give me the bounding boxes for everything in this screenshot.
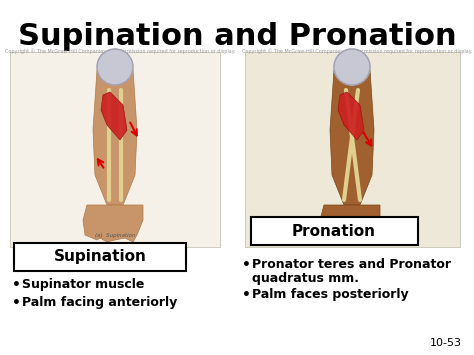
Text: •: •	[12, 278, 21, 292]
Text: •: •	[242, 288, 251, 302]
Polygon shape	[101, 92, 127, 140]
FancyBboxPatch shape	[14, 243, 186, 271]
Bar	[10, 52, 220, 247]
Circle shape	[334, 49, 370, 85]
Polygon shape	[93, 70, 137, 205]
Text: Palm faces posteriorly: Palm faces posteriorly	[252, 288, 409, 301]
Text: Pronation: Pronation	[292, 224, 376, 239]
Text: Palm facing anteriorly: Palm facing anteriorly	[22, 296, 177, 309]
Text: 10-53: 10-53	[430, 338, 462, 348]
Text: •: •	[242, 258, 251, 272]
Text: (b)  Pronation: (b) Pronation	[333, 233, 371, 238]
Polygon shape	[338, 92, 364, 140]
Text: Supinator muscle: Supinator muscle	[22, 278, 145, 291]
Polygon shape	[83, 205, 143, 242]
FancyBboxPatch shape	[251, 217, 418, 245]
Text: (a)  Supination: (a) Supination	[95, 233, 135, 238]
Text: Supination: Supination	[54, 250, 146, 264]
Text: Copyright © The McGraw-Hill Companies, Inc. Permission required for reproduction: Copyright © The McGraw-Hill Companies, I…	[5, 48, 236, 54]
Text: Pronator teres and Pronator: Pronator teres and Pronator	[252, 258, 451, 271]
Polygon shape	[330, 70, 374, 205]
Text: quadratus mm.: quadratus mm.	[252, 272, 359, 285]
Polygon shape	[320, 205, 380, 242]
Text: Copyright © The McGraw-Hill Companies, Inc. Permission required for reproduction: Copyright © The McGraw-Hill Companies, I…	[242, 48, 473, 54]
Text: Supination and Pronation: Supination and Pronation	[18, 22, 456, 51]
Text: •: •	[12, 296, 21, 310]
Circle shape	[97, 49, 133, 85]
Bar	[245, 52, 460, 247]
